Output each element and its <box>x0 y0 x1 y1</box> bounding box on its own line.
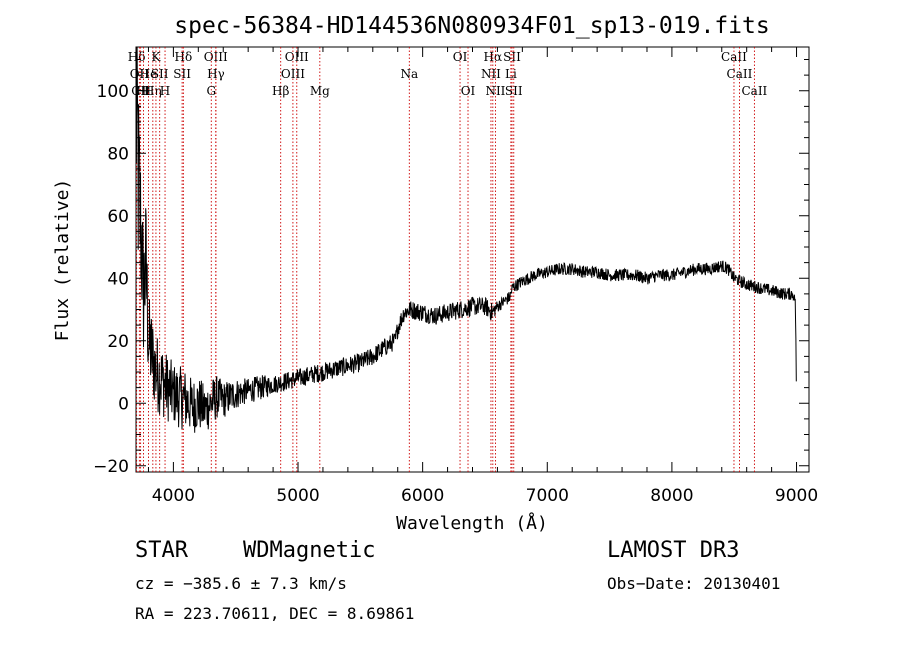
plot-frame <box>135 46 810 473</box>
marker-label: SII <box>173 67 191 81</box>
marker-label: Hβ <box>272 84 289 98</box>
x-tick-label: 4000 <box>152 486 195 506</box>
spectrum-line <box>135 46 797 433</box>
marker-label: SII <box>151 67 169 81</box>
marker-label: NII <box>481 67 501 81</box>
y-tick-label: 100 <box>97 82 129 102</box>
marker-label: OI <box>453 50 468 64</box>
chart-title: spec-56384-HD144536N080934F01_sp13-019.f… <box>174 13 769 39</box>
marker-label: Mg <box>310 84 330 98</box>
marker-label: SII <box>505 84 523 98</box>
y-tick-label: 40 <box>107 269 129 289</box>
y-axis-label: Flux (relative) <box>52 179 73 342</box>
marker-label: Na <box>400 67 418 81</box>
marker-label: H <box>160 84 170 98</box>
marker-label: NII <box>485 84 505 98</box>
y-tick-label: −20 <box>93 457 129 477</box>
y-tick-label: 80 <box>107 144 129 164</box>
x-tick-label: 5000 <box>276 486 319 506</box>
marker-label: CaII <box>721 50 747 64</box>
marker-label: Hη <box>144 84 162 98</box>
marker-label: Li <box>505 67 517 81</box>
object-class: STAR <box>135 538 188 563</box>
x-tick-label: 7000 <box>526 486 569 506</box>
marker-label: K <box>151 50 161 64</box>
marker-label: OII <box>130 67 150 81</box>
marker-label: He <box>140 67 158 81</box>
marker-label: G <box>206 84 216 98</box>
x-tick-label: 6000 <box>401 486 444 506</box>
marker-label: Hδ <box>175 50 193 64</box>
x-tick-label: 8000 <box>650 486 693 506</box>
marker-label: Hγ <box>207 67 225 81</box>
marker-label: CaII <box>741 84 767 98</box>
marker-label: CaII <box>727 67 753 81</box>
marker-label: OIII <box>204 50 228 64</box>
axis-ticks: 4000 5000 6000 7000 8000 9000 −20 0 20 40 60 80 100 <box>93 47 818 506</box>
x-axis-label: Wavelength (Å) <box>396 512 548 534</box>
marker-label: Hα <box>484 50 503 64</box>
sky-coordinates: RA = 223.70611, DEC = 8.69861 <box>135 604 415 623</box>
object-subclass: WDMagnetic <box>243 538 376 563</box>
y-tick-label: 60 <box>107 207 129 227</box>
x-tick-label: 9000 <box>775 486 818 506</box>
redshift-cz: cz = −385.6 ± 7.3 km/s <box>135 574 347 593</box>
observation-date: Obs−Date: 20130401 <box>607 574 781 593</box>
survey-name: LAMOST DR3 <box>607 538 740 563</box>
marker-label: OI <box>461 84 476 98</box>
y-tick-label: 20 <box>107 332 129 352</box>
y-tick-label: 0 <box>118 394 129 414</box>
marker-label: OIII <box>285 50 309 64</box>
marker-label: SII <box>503 50 521 64</box>
marker-label: OIII <box>281 67 305 81</box>
